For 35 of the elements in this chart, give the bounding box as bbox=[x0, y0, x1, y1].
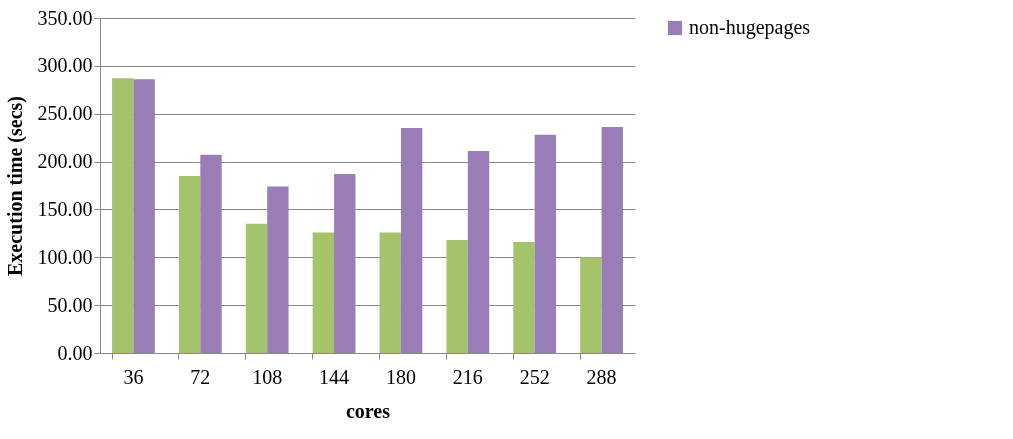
bar bbox=[245, 223, 268, 353]
bar bbox=[534, 134, 557, 353]
y-tick-label: 100.00 bbox=[37, 245, 93, 268]
bar bbox=[580, 257, 602, 353]
x-tick-label: 288 bbox=[586, 365, 617, 388]
bar bbox=[513, 241, 535, 353]
x-tick-label: 144 bbox=[319, 365, 350, 388]
y-tick-label: 0.00 bbox=[57, 341, 93, 364]
x-tick-label: 108 bbox=[252, 365, 283, 388]
bar bbox=[467, 151, 490, 353]
y-tick-label: 50.00 bbox=[47, 293, 93, 316]
bar bbox=[400, 128, 423, 353]
bar bbox=[178, 175, 201, 353]
bar bbox=[446, 240, 468, 353]
x-tick-label: 216 bbox=[452, 365, 483, 388]
y-tick-label: 150.00 bbox=[37, 197, 93, 220]
y-axis-title: Execution time (secs) bbox=[3, 96, 27, 276]
x-axis-title: cores bbox=[345, 399, 391, 422]
x-tick-label: 72 bbox=[190, 365, 211, 388]
y-tick-label: 300.00 bbox=[37, 54, 93, 77]
x-tick-label: 252 bbox=[519, 365, 550, 388]
bar bbox=[379, 232, 401, 353]
y-tick-label: 350.00 bbox=[37, 6, 93, 29]
bar bbox=[267, 186, 289, 353]
bar bbox=[133, 79, 155, 353]
x-tick-label: 180 bbox=[385, 365, 416, 388]
bar bbox=[601, 127, 623, 353]
y-tick-label: 250.00 bbox=[37, 102, 93, 125]
bar bbox=[334, 174, 356, 353]
bar bbox=[200, 154, 222, 353]
legend-label: non-hugepages bbox=[689, 16, 811, 39]
x-tick-label: 36 bbox=[123, 365, 144, 388]
y-tick-label: 200.00 bbox=[37, 150, 93, 173]
bar bbox=[312, 232, 335, 353]
bar bbox=[112, 78, 134, 353]
